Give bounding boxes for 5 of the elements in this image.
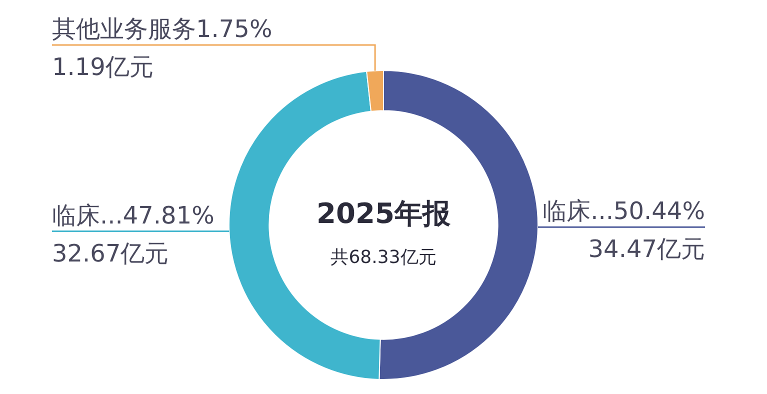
text: 共68.33亿元 bbox=[330, 247, 436, 268]
slice-label: 临床...50.44% 34.47亿元 bbox=[542, 197, 705, 264]
slice-label: 其他业务服务1.75% 1.19亿元 bbox=[52, 15, 272, 81]
slice-label: 临床...47.81% 32.67亿元 bbox=[52, 201, 214, 268]
text: 2025年报 bbox=[316, 197, 452, 230]
